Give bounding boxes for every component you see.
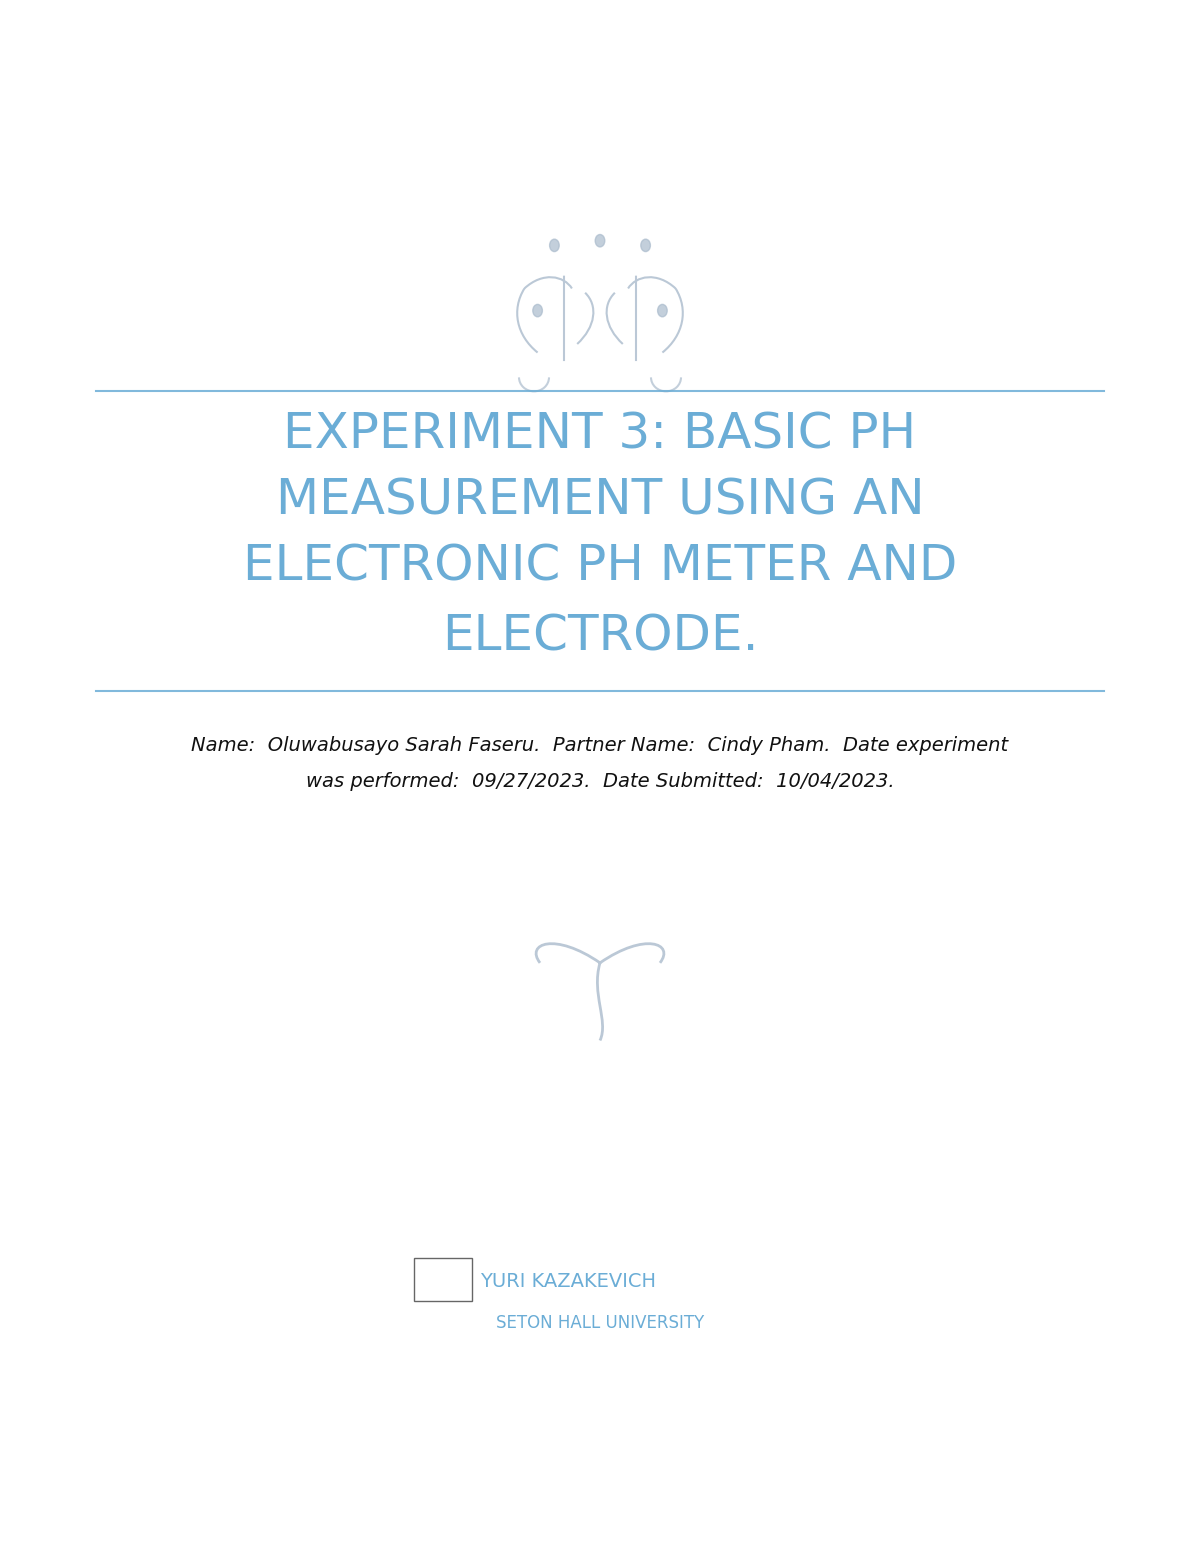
Text: Name:  Oluwabusayo Sarah Faseru.  Partner Name:  Cindy Pham.  Date experiment: Name: Oluwabusayo Sarah Faseru. Partner …	[192, 736, 1008, 755]
Text: was performed:  09/27/2023.  Date Submitted:  10/04/2023.: was performed: 09/27/2023. Date Submitte…	[306, 772, 894, 790]
Circle shape	[550, 239, 559, 252]
FancyBboxPatch shape	[414, 1258, 472, 1301]
Text: EXPERIMENT 3: BASIC PH: EXPERIMENT 3: BASIC PH	[283, 412, 917, 458]
Circle shape	[641, 239, 650, 252]
Text: ELECTRODE.: ELECTRODE.	[442, 613, 758, 660]
Circle shape	[658, 304, 667, 317]
Circle shape	[595, 235, 605, 247]
Text: ELECTRONIC PH METER AND: ELECTRONIC PH METER AND	[242, 544, 958, 590]
Text: YURI KAZAKEVICH: YURI KAZAKEVICH	[480, 1272, 656, 1291]
Text: SETON HALL UNIVERSITY: SETON HALL UNIVERSITY	[496, 1314, 704, 1332]
Circle shape	[533, 304, 542, 317]
Text: MEASUREMENT USING AN: MEASUREMENT USING AN	[276, 477, 924, 523]
